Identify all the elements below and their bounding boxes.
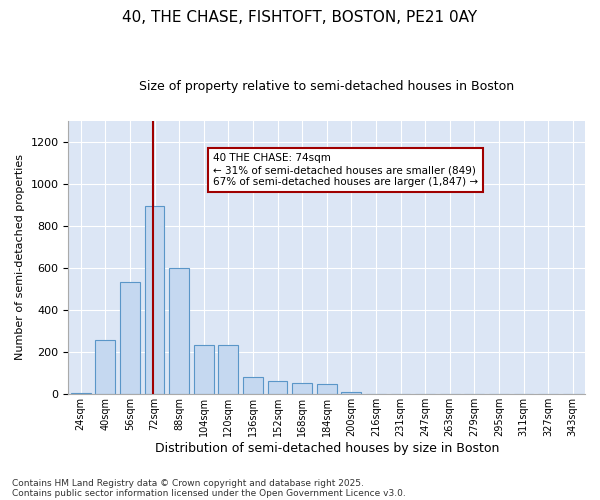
Bar: [95, 340, 115, 394]
Text: 40, THE CHASE, FISHTOFT, BOSTON, PE21 0AY: 40, THE CHASE, FISHTOFT, BOSTON, PE21 0A…: [122, 10, 478, 25]
Title: Size of property relative to semi-detached houses in Boston: Size of property relative to semi-detach…: [139, 80, 514, 93]
Bar: [243, 378, 263, 394]
Bar: [120, 282, 140, 395]
Text: Contains HM Land Registry data © Crown copyright and database right 2025.: Contains HM Land Registry data © Crown c…: [12, 478, 364, 488]
Bar: [292, 382, 312, 394]
Bar: [218, 345, 238, 395]
Bar: [317, 384, 337, 394]
Text: 40 THE CHASE: 74sqm
← 31% of semi-detached houses are smaller (849)
67% of semi-: 40 THE CHASE: 74sqm ← 31% of semi-detach…: [213, 154, 478, 186]
Bar: [268, 380, 287, 394]
X-axis label: Distribution of semi-detached houses by size in Boston: Distribution of semi-detached houses by …: [155, 442, 499, 455]
Bar: [341, 392, 361, 394]
Bar: [194, 345, 214, 395]
Y-axis label: Number of semi-detached properties: Number of semi-detached properties: [15, 154, 25, 360]
Bar: [145, 206, 164, 394]
Bar: [71, 393, 91, 394]
Text: Contains public sector information licensed under the Open Government Licence v3: Contains public sector information licen…: [12, 488, 406, 498]
Bar: [169, 268, 189, 394]
